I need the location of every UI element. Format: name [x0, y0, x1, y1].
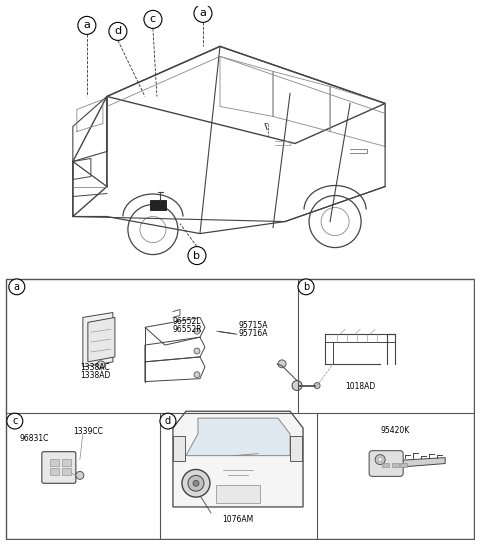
Text: c: c	[12, 416, 17, 426]
Circle shape	[97, 361, 105, 369]
Polygon shape	[88, 317, 115, 362]
Text: b: b	[193, 251, 201, 261]
Text: d: d	[165, 416, 171, 426]
Circle shape	[182, 469, 210, 497]
Circle shape	[194, 328, 200, 334]
Circle shape	[194, 372, 200, 378]
Text: 96552R: 96552R	[173, 325, 203, 334]
Text: b: b	[303, 282, 309, 292]
Circle shape	[7, 413, 23, 429]
Bar	[150, 199, 166, 209]
Circle shape	[188, 475, 204, 491]
Bar	[50, 458, 59, 465]
Circle shape	[194, 4, 212, 22]
Bar	[382, 463, 389, 468]
Circle shape	[314, 383, 320, 389]
Circle shape	[188, 246, 206, 264]
Circle shape	[278, 360, 286, 368]
Circle shape	[109, 22, 127, 40]
Bar	[50, 469, 59, 475]
Text: a: a	[84, 20, 90, 31]
Circle shape	[378, 458, 382, 462]
Text: a: a	[200, 8, 206, 19]
Circle shape	[194, 348, 200, 354]
FancyBboxPatch shape	[42, 452, 76, 483]
Circle shape	[144, 10, 162, 28]
Text: 1339CC: 1339CC	[73, 427, 103, 436]
Circle shape	[193, 480, 199, 486]
Circle shape	[375, 455, 385, 464]
Text: a: a	[14, 282, 20, 292]
Text: 1076AM: 1076AM	[222, 515, 253, 524]
Bar	[216, 485, 260, 503]
Polygon shape	[173, 411, 303, 507]
Bar	[62, 458, 71, 465]
Circle shape	[160, 413, 176, 429]
Bar	[392, 463, 399, 468]
Text: 95715A: 95715A	[239, 322, 268, 330]
Bar	[173, 436, 185, 461]
Bar	[62, 469, 71, 475]
Circle shape	[9, 279, 25, 295]
Text: 96831C: 96831C	[20, 434, 49, 443]
FancyBboxPatch shape	[369, 451, 403, 476]
Text: 96552L: 96552L	[173, 317, 202, 326]
Text: d: d	[114, 26, 121, 37]
Text: 95716A: 95716A	[239, 329, 268, 338]
Bar	[290, 436, 302, 461]
Polygon shape	[186, 418, 290, 456]
Text: 95420K: 95420K	[381, 426, 410, 435]
Text: 1018AD: 1018AD	[345, 382, 375, 391]
Circle shape	[76, 471, 84, 480]
Polygon shape	[83, 312, 113, 367]
Text: 1338AC: 1338AC	[80, 363, 109, 372]
Circle shape	[298, 279, 314, 295]
Bar	[400, 463, 407, 468]
Text: 1338AD: 1338AD	[80, 371, 110, 380]
Circle shape	[292, 380, 302, 390]
Polygon shape	[395, 458, 445, 468]
Text: c: c	[150, 14, 156, 25]
Circle shape	[78, 16, 96, 34]
